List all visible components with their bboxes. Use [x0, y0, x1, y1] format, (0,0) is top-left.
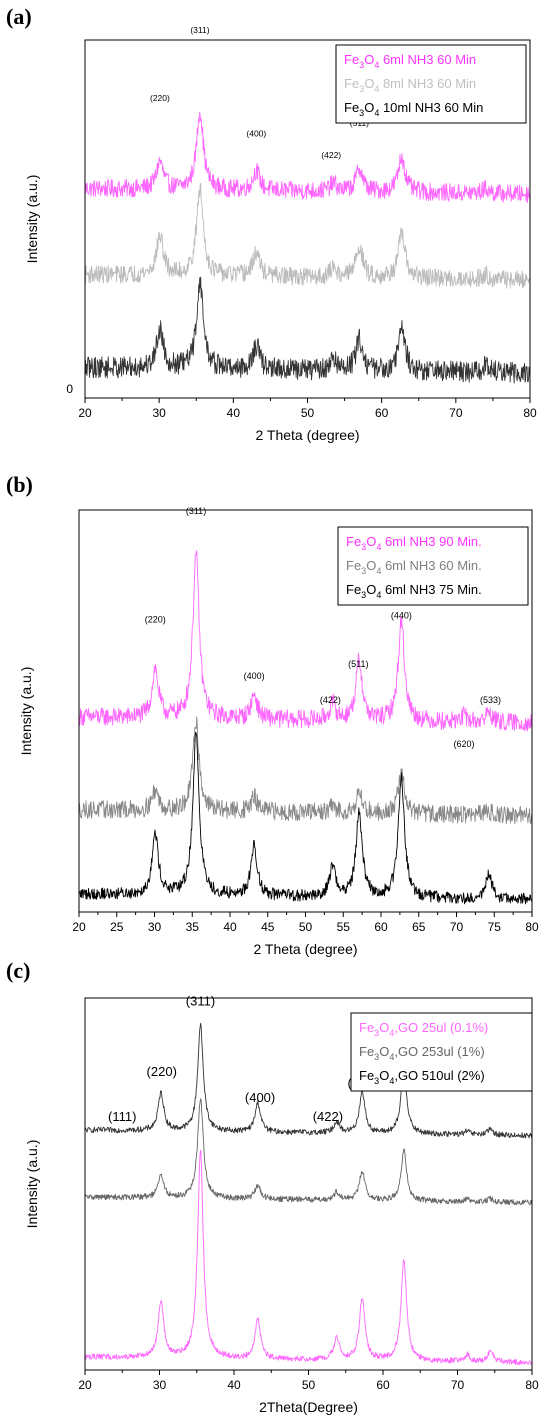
legend-box [337, 526, 529, 606]
legend-entry: Fe3O4,GO 253ul (1%) [359, 1044, 485, 1062]
x-tick-label: 35 [186, 920, 200, 934]
chart-panel-1: (a) 20 30 40 50 60 70 80 0 2 Theta (degree) Intens… [6, 4, 537, 443]
chart-panel-3: (c) 20 30 40 50 60 70 80 2Theta(Degree) Intensity… [6, 958, 539, 1415]
legend-entry: Fe3O4 6ml NH3 60 Min. [346, 558, 482, 576]
peak-annotation: (440) [391, 611, 412, 621]
legend-entry: Fe3O4,GO 25ul (0.1%) [359, 1020, 488, 1038]
x-tick-label: 50 [302, 1378, 316, 1392]
legend-box [350, 1012, 533, 1092]
x-tick-label: 80 [523, 406, 537, 420]
x-tick-label: 30 [152, 406, 166, 420]
x-tick-label: 45 [261, 920, 275, 934]
panel-label: (a) [6, 4, 32, 29]
chart-panel-2: (b) 20 25 30 35 40 45 50 55 60 65 70 75 80 2 Theta (de… [6, 472, 539, 957]
x-tick-label: 40 [227, 1378, 241, 1392]
peak-annotation: (111) [108, 1109, 136, 1124]
x-tick-label: 60 [375, 406, 389, 420]
x-tick-label: 70 [449, 406, 463, 420]
legend-entry: Fe3O4 10ml NH3 60 Min [344, 100, 483, 118]
x-tick-label: 30 [148, 920, 162, 934]
peak-annotation: (511) [348, 659, 368, 669]
x-tick-label: 30 [153, 1378, 167, 1392]
x-axis-label: 2 Theta (degree) [255, 427, 359, 443]
peak-annotation: (311) [190, 25, 209, 35]
peak-annotation: (220) [145, 615, 166, 625]
legend: Fe3O4 6ml NH3 90 Min. Fe3O4 6ml NH3 60 Mi… [337, 526, 529, 606]
peak-annotation: (311) [186, 506, 206, 516]
y-axis-label: Intensity (a.u.) [18, 667, 34, 756]
peak-annotation: (422) [321, 150, 341, 160]
x-tick-label: 60 [374, 920, 388, 934]
series-line-3 [78, 731, 533, 905]
legend-entry: Fe3O4,GO 510ul (2%) [359, 1068, 485, 1086]
legend-entry: Fe3O4 6ml NH3 90 Min. [346, 534, 482, 552]
peak-annotation: (533) [480, 695, 501, 705]
x-tick-label: 20 [72, 920, 86, 934]
peak-annotation: (400) [246, 129, 266, 139]
legend-box [335, 44, 527, 124]
y-zero-label: 0 [66, 382, 73, 396]
x-tick-label: 20 [78, 1378, 92, 1392]
x-tick-label: 25 [110, 920, 124, 934]
x-tick-label: 55 [337, 920, 351, 934]
legend-entry: Fe3O4 6ml NH3 60 Min [344, 52, 476, 70]
peak-annotation: (422) [313, 1109, 343, 1124]
panel-label: (c) [6, 958, 30, 983]
series-line-1 [84, 111, 531, 204]
x-tick-label: 50 [299, 920, 313, 934]
series-line-3 [84, 276, 531, 384]
panel-label: (b) [6, 472, 33, 497]
x-tick-label: 40 [223, 920, 237, 934]
peak-annotation: (422) [320, 695, 341, 705]
series-line-1 [84, 1022, 533, 1139]
legend: Fe3O4 6ml NH3 60 Min Fe3O4 8ml NH3 60 Min… [335, 44, 527, 124]
y-axis-label: Intensity (a.u.) [24, 175, 40, 264]
peak-annotation: (400) [245, 1090, 275, 1105]
x-tick-label: 20 [78, 406, 92, 420]
x-tick-label: 75 [488, 920, 502, 934]
series-line-1 [78, 550, 533, 732]
x-tick-label: 50 [301, 406, 315, 420]
series-line-2 [78, 716, 533, 825]
legend-entry: Fe3O4 6ml NH3 75 Min. [346, 582, 482, 600]
x-tick-label: 80 [525, 1378, 539, 1392]
series-line-2 [84, 1098, 533, 1206]
series-line-3 [84, 1149, 533, 1366]
peak-annotation: (400) [244, 671, 265, 681]
peak-annotation: (311) [186, 993, 215, 1008]
x-tick-label: 80 [525, 920, 539, 934]
peak-annotation: (620) [454, 739, 475, 749]
x-tick-label: 70 [450, 920, 464, 934]
x-tick-label: 40 [227, 406, 241, 420]
x-tick-label: 65 [412, 920, 426, 934]
peak-annotation: (220) [147, 1064, 177, 1079]
x-axis-label: 2 Theta (degree) [253, 941, 357, 957]
legend-entry: Fe3O4 8ml NH3 60 Min [344, 76, 476, 94]
legend: Fe3O4,GO 25ul (0.1%) Fe3O4,GO 253ul (1%) F… [350, 1012, 533, 1092]
series-line-2 [84, 182, 531, 289]
x-axis-label: 2Theta(Degree) [259, 1399, 358, 1415]
y-axis-label: Intensity (a.u.) [24, 1140, 40, 1229]
x-tick-label: 70 [451, 1378, 465, 1392]
x-tick-label: 60 [376, 1378, 390, 1392]
peak-annotation: (220) [150, 93, 170, 103]
